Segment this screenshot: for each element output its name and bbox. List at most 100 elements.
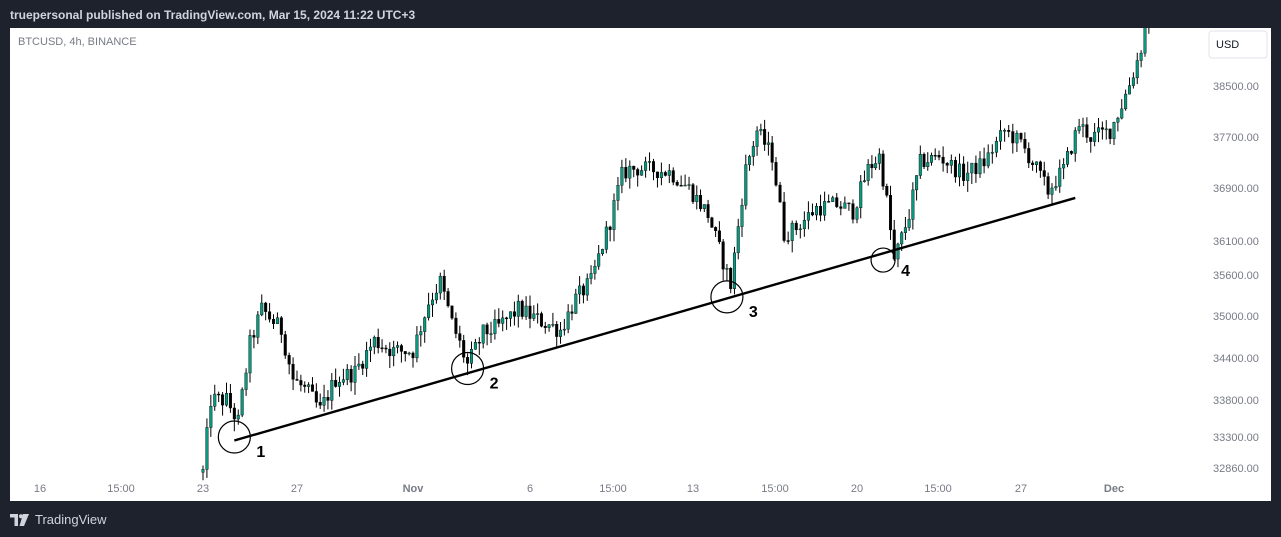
candle-up — [802, 220, 806, 230]
candle-up — [1073, 130, 1077, 154]
candle-down — [651, 161, 655, 173]
candle-up — [213, 393, 217, 407]
candle-up — [1112, 122, 1116, 139]
candle-up — [597, 253, 601, 267]
candle-up — [640, 170, 644, 176]
candle-down — [1031, 162, 1035, 165]
candle-down — [326, 397, 330, 401]
candle-down — [632, 165, 636, 170]
candle-up — [372, 336, 376, 348]
candle-up — [415, 334, 419, 359]
candle-down — [411, 352, 415, 359]
candle-up — [248, 335, 252, 374]
candle-up — [999, 130, 1003, 142]
candle-down — [885, 186, 889, 196]
x-tick-label: 20 — [851, 483, 863, 495]
candle-down — [1042, 170, 1046, 177]
x-tick-label: 6 — [527, 483, 533, 495]
y-tick-label: 37700.00 — [1213, 132, 1259, 144]
x-tick-label: Dec — [1104, 483, 1124, 495]
trendline[interactable] — [234, 196, 1076, 442]
brand[interactable]: TradingView — [10, 512, 107, 527]
candle-up — [994, 141, 998, 153]
candle-down — [1023, 139, 1027, 149]
candle-up — [493, 319, 497, 334]
candle-up — [667, 170, 671, 176]
candle-up — [1054, 186, 1058, 189]
candle-up — [990, 152, 994, 154]
candle-up — [806, 212, 810, 221]
candle-up — [1003, 130, 1007, 132]
candle-up — [859, 181, 863, 209]
x-tick-label: 15:00 — [107, 483, 135, 495]
candle-up — [1139, 52, 1143, 61]
candle-up — [578, 285, 582, 295]
candle-down — [388, 348, 392, 357]
candle-down — [454, 317, 458, 334]
candle-up — [725, 268, 729, 270]
candle-up — [978, 158, 982, 175]
candle-up — [877, 153, 881, 164]
candle-up — [589, 273, 593, 279]
candle-up — [240, 389, 244, 416]
candle-down — [539, 313, 543, 327]
candle-down — [458, 333, 462, 341]
candle-up — [574, 293, 578, 314]
candle-up — [903, 227, 907, 233]
candle-down — [450, 305, 454, 319]
candle-up — [524, 305, 528, 317]
candle-up — [628, 165, 632, 179]
y-tick-label: 33300.00 — [1213, 432, 1259, 444]
candle-up — [900, 232, 904, 245]
candle-up — [695, 195, 699, 202]
candle-down — [794, 222, 798, 231]
candle-down — [570, 311, 574, 314]
candle-up — [509, 311, 513, 319]
candle-up — [438, 275, 442, 294]
candle-down — [466, 357, 470, 364]
candle-up — [1077, 126, 1081, 131]
candle-up — [205, 427, 209, 470]
candle-down — [691, 184, 695, 202]
candle-down — [581, 285, 585, 296]
candle-up — [1015, 133, 1019, 144]
candle-up — [419, 331, 423, 336]
candle-up — [759, 129, 763, 132]
y-tick-label: 32860.00 — [1213, 463, 1259, 475]
candle-up — [790, 222, 794, 241]
currency-button[interactable]: USD — [1208, 30, 1268, 59]
candle-up — [929, 155, 933, 163]
trendline-group: 1 2 3 4 — [217, 196, 1076, 461]
candle-down — [1069, 151, 1073, 154]
candle-down — [889, 195, 893, 231]
candle-down — [287, 355, 291, 365]
candle-up — [423, 317, 427, 332]
touch-point-label: 2 — [490, 376, 499, 393]
candle-up — [365, 350, 369, 369]
candle-up — [427, 304, 431, 318]
candle-down — [1100, 127, 1104, 130]
candle-up — [918, 154, 922, 176]
footer: TradingView — [0, 501, 1281, 537]
candle-down — [1085, 124, 1089, 138]
candle-up — [1104, 128, 1108, 131]
candle-down — [272, 319, 276, 324]
candle-up — [1058, 167, 1062, 187]
candle-up — [322, 397, 326, 406]
candle-down — [675, 182, 679, 186]
candle-up — [815, 205, 819, 216]
touch-point-label: 4 — [901, 263, 910, 280]
candle-up — [338, 382, 342, 387]
candle-up — [434, 292, 438, 301]
candle-down — [953, 160, 957, 178]
candle-up — [866, 164, 870, 181]
candle-up — [244, 372, 248, 390]
candle-up — [659, 172, 663, 179]
candle-down — [555, 324, 559, 337]
candle-down — [721, 241, 725, 270]
candle-down — [636, 169, 640, 176]
candle-up — [755, 130, 759, 147]
candle-up — [970, 162, 974, 174]
candle-up — [585, 278, 589, 296]
